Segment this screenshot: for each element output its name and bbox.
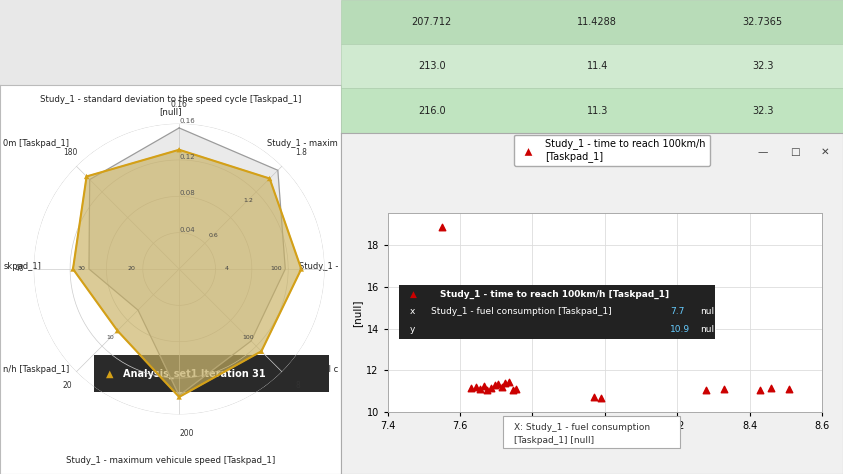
Text: 1.8: 1.8 xyxy=(295,148,307,157)
Text: 20: 20 xyxy=(63,381,72,390)
Text: Study_1 -: Study_1 - xyxy=(298,262,338,271)
Point xyxy=(509,385,523,393)
Text: 4: 4 xyxy=(225,266,229,272)
Polygon shape xyxy=(73,150,301,397)
Point xyxy=(484,384,497,392)
Text: 0m [Taskpad_1]: 0m [Taskpad_1] xyxy=(3,139,69,148)
Point xyxy=(263,175,277,182)
Point xyxy=(506,387,519,394)
Text: □: □ xyxy=(791,146,800,157)
Text: Study_1 - time to reach 100km/h [Taskpad_1]: Study_1 - time to reach 100km/h [Taskpad… xyxy=(440,290,669,299)
Text: 100: 100 xyxy=(271,266,282,272)
Point xyxy=(588,393,601,401)
Bar xyxy=(341,0,843,44)
Text: ▲: ▲ xyxy=(410,290,416,299)
Text: 11.4288: 11.4288 xyxy=(577,17,617,27)
Text: null: null xyxy=(701,325,717,334)
Point xyxy=(765,384,778,392)
Text: 180: 180 xyxy=(63,148,78,157)
Point xyxy=(717,385,731,392)
Text: —: — xyxy=(758,146,768,157)
Text: x: x xyxy=(410,307,415,316)
Text: skpad_1]: skpad_1] xyxy=(3,262,41,271)
Text: X: Study_1 - fuel consumption: X: Study_1 - fuel consumption xyxy=(513,423,650,432)
Point xyxy=(470,383,483,391)
Point xyxy=(502,378,516,386)
Text: Study_1 - fuel consumption [Taskpad_1]: Study_1 - fuel consumption [Taskpad_1] xyxy=(432,307,612,316)
Text: 30: 30 xyxy=(78,266,86,272)
Text: 0.16: 0.16 xyxy=(179,118,195,124)
Text: 40: 40 xyxy=(15,264,24,273)
Text: 0.6: 0.6 xyxy=(208,233,218,237)
Point xyxy=(172,393,185,401)
Point xyxy=(754,386,767,393)
Text: 7.7: 7.7 xyxy=(670,307,685,316)
Text: 200: 200 xyxy=(343,264,358,273)
Text: y: y xyxy=(410,325,415,334)
Point xyxy=(498,379,512,387)
Text: 20: 20 xyxy=(127,266,135,272)
Polygon shape xyxy=(89,128,285,395)
Point xyxy=(294,265,308,273)
Text: 200: 200 xyxy=(179,429,194,438)
Text: null: null xyxy=(701,307,717,316)
FancyBboxPatch shape xyxy=(399,285,715,339)
Text: 11.4: 11.4 xyxy=(587,61,608,72)
Point xyxy=(473,385,486,393)
Text: 207.712: 207.712 xyxy=(411,17,452,27)
Point xyxy=(435,223,448,231)
Text: 100: 100 xyxy=(242,336,254,340)
Bar xyxy=(341,89,843,133)
Text: Study_1 - maximum vehicule speed [Taskpad_1]: Study_1 - maximum vehicule speed [Taskpa… xyxy=(66,456,276,465)
Point xyxy=(495,383,508,391)
FancyBboxPatch shape xyxy=(503,416,680,448)
Text: 32.7365: 32.7365 xyxy=(743,17,783,27)
Text: 213.0: 213.0 xyxy=(418,61,445,72)
Point xyxy=(67,265,80,273)
Point xyxy=(477,383,491,390)
Point xyxy=(172,146,185,154)
Point xyxy=(782,385,796,393)
Y-axis label: [null]: [null] xyxy=(352,299,362,327)
Text: 216.0: 216.0 xyxy=(418,106,445,116)
Text: Analysis_set1 Iteration 31: Analysis_set1 Iteration 31 xyxy=(123,369,266,379)
Text: 1.2: 1.2 xyxy=(243,198,253,202)
Text: n/h [Taskpad_1]: n/h [Taskpad_1] xyxy=(3,365,70,374)
Point xyxy=(110,327,124,335)
Text: 0.16: 0.16 xyxy=(170,100,188,109)
Point xyxy=(488,382,502,389)
Point xyxy=(491,380,505,388)
Point xyxy=(594,394,608,402)
FancyBboxPatch shape xyxy=(94,356,330,392)
Text: 10.9: 10.9 xyxy=(670,325,690,334)
Text: 11.3: 11.3 xyxy=(587,106,608,116)
Point xyxy=(80,173,94,180)
Text: 8: 8 xyxy=(295,381,300,390)
Text: 0.08: 0.08 xyxy=(179,190,195,196)
Bar xyxy=(341,44,843,89)
Text: 10: 10 xyxy=(106,336,114,340)
Point xyxy=(464,384,478,392)
Text: 32.3: 32.3 xyxy=(752,106,774,116)
Text: 32.3: 32.3 xyxy=(752,61,774,72)
Text: [Taskpad_1] [null]: [Taskpad_1] [null] xyxy=(513,436,593,445)
Text: 0.04: 0.04 xyxy=(179,227,195,233)
Text: ▲: ▲ xyxy=(105,369,113,379)
Text: 0.12: 0.12 xyxy=(179,154,195,160)
Text: Study_1 - maxim: Study_1 - maxim xyxy=(267,139,338,148)
Text: [null]: [null] xyxy=(159,107,182,116)
Point xyxy=(481,387,494,394)
Text: Study_1 - standard deviation to the speed cycle [Taskpad_1]: Study_1 - standard deviation to the spee… xyxy=(40,95,302,104)
Point xyxy=(255,347,268,355)
Legend: Study_1 - time to reach 100km/h
[Taskpad_1]: Study_1 - time to reach 100km/h [Taskpad… xyxy=(514,135,710,166)
Point xyxy=(700,387,713,394)
Text: ✕: ✕ xyxy=(821,146,830,157)
Text: Study_1 - fuel c: Study_1 - fuel c xyxy=(273,365,338,374)
